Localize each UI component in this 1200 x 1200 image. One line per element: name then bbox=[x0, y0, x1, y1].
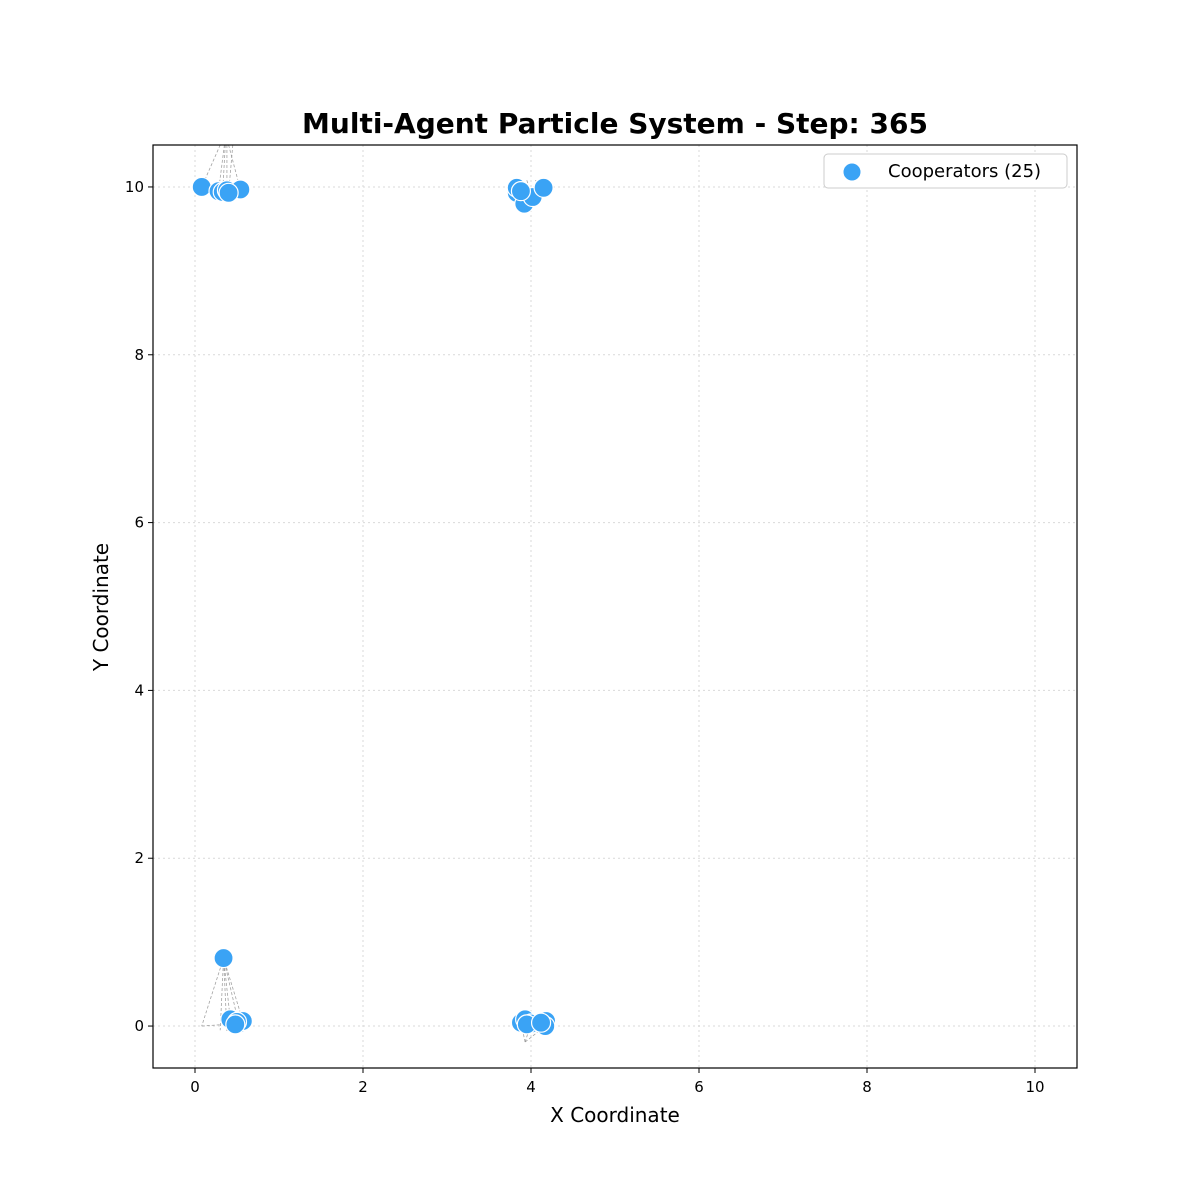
y-tick-label: 2 bbox=[134, 849, 144, 867]
x-tick-label: 10 bbox=[1025, 1078, 1044, 1096]
agent-trail bbox=[223, 958, 231, 1020]
agent-point bbox=[225, 1014, 246, 1035]
agent-trail bbox=[201, 957, 224, 1027]
plot-frame bbox=[152, 144, 1078, 1069]
agent-trail bbox=[222, 145, 226, 193]
agent-trail bbox=[228, 145, 241, 190]
agent-point bbox=[191, 176, 212, 198]
y-tick-label: 10 bbox=[125, 178, 144, 196]
agent-trail bbox=[218, 145, 225, 192]
x-tick-label: 4 bbox=[526, 1078, 536, 1096]
ticks: 0 2 4 6 8 10 0 2 4 6 8 10 bbox=[125, 178, 1045, 1096]
agent-point bbox=[213, 947, 234, 969]
data-points bbox=[191, 176, 557, 1037]
legend: Cooperators (25) bbox=[823, 153, 1068, 189]
x-tick-label: 8 bbox=[862, 1078, 872, 1096]
legend-box bbox=[823, 153, 1068, 189]
y-tick-label: 4 bbox=[134, 681, 144, 699]
agent-point bbox=[218, 182, 239, 203]
agent-point bbox=[533, 177, 554, 198]
y-tick-label: 8 bbox=[134, 346, 144, 364]
agent-point bbox=[510, 181, 532, 202]
y-tick-label: 6 bbox=[134, 514, 144, 532]
legend-label: Cooperators (25) bbox=[888, 161, 1041, 182]
y-tick-label: 0 bbox=[134, 1017, 144, 1035]
agent-trail bbox=[223, 957, 244, 1022]
agent-point bbox=[530, 1012, 552, 1033]
y-axis-label: Y Coordinate bbox=[89, 543, 113, 672]
x-tick-label: 0 bbox=[190, 1078, 200, 1096]
agent-trail bbox=[201, 145, 221, 188]
chart-title: Multi-Agent Particle System - Step: 365 bbox=[302, 107, 928, 140]
x-tick-label: 6 bbox=[694, 1078, 704, 1096]
x-axis-label: X Coordinate bbox=[550, 1103, 680, 1127]
legend-marker bbox=[842, 162, 862, 182]
agent-trail bbox=[526, 180, 534, 198]
x-tick-label: 2 bbox=[358, 1078, 368, 1096]
